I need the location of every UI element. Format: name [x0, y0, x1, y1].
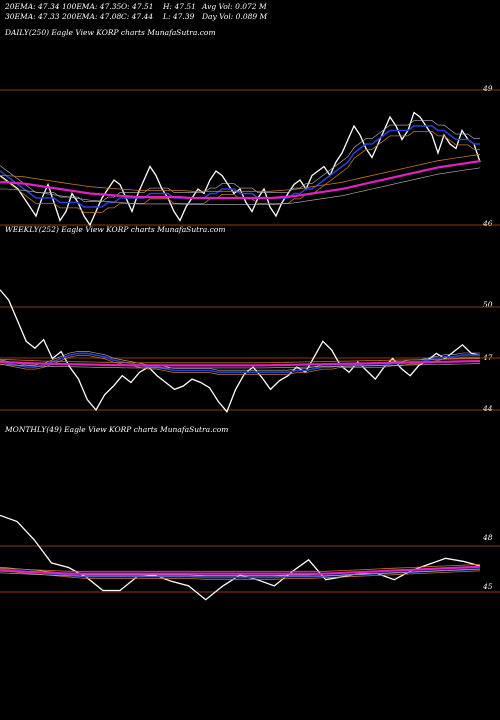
monthly-price-line [0, 514, 481, 601]
header-ema30: 30EMA: 47.33 [5, 12, 60, 21]
header-close: C: 47.44 [121, 12, 154, 21]
monthly-ema-pink-line [0, 565, 481, 575]
header-ema100: 100EMA: 47.35 [62, 2, 122, 11]
header-ema200: 200EMA: 47.08 [62, 12, 122, 21]
header-avg-vol: Avg Vol: 0.072 M [202, 2, 267, 11]
daily-panel-title: DAILY(250) Eagle View KORP charts Munafa… [5, 28, 216, 37]
weekly-ema-blue-companion-line [0, 354, 480, 375]
daily-ema-fast-companion-line [0, 130, 480, 213]
daily-ema-slow-companion-line-2 [0, 167, 481, 205]
weekly-ytick-44: 44 [483, 404, 493, 413]
weekly-ema-pink-companion-line [0, 358, 481, 364]
monthly-ytick-48: 48 [483, 533, 493, 542]
weekly-ytick-50: 50 [483, 300, 493, 309]
weekly-ema-pink-line [0, 360, 481, 367]
monthly-panel-title: MONTHLY(49) Eagle View KORP charts Munaf… [5, 425, 229, 434]
daily-ema-slow-line [0, 160, 481, 200]
weekly-ema-pink-companion-line-2 [0, 363, 481, 369]
daily-ema-slow-companion-line [0, 153, 481, 192]
header-high: H: 47.51 [163, 2, 196, 11]
monthly-ema-pink-companion-line-2 [0, 568, 481, 577]
monthly-ema-blue-companion-line [0, 570, 481, 580]
daily-ytick-49: 49 [483, 84, 493, 93]
weekly-price-line [0, 289, 481, 413]
weekly-panel-title: WEEKLY(252) Eagle View KORP charts Munaf… [5, 225, 226, 234]
header-open: O: 47.51 [121, 2, 154, 11]
monthly-ytick-45: 45 [483, 582, 493, 591]
header-ema20: 20EMA: 47.34 [5, 2, 60, 11]
daily-ema-fast-line [0, 125, 480, 208]
header-low: L: 47.39 [163, 12, 195, 21]
monthly-ema-pink-companion-line [0, 564, 481, 572]
daily-ytick-46: 46 [483, 219, 493, 228]
daily-price-line [0, 111, 481, 227]
header-day-vol: Day Vol: 0.089 M [202, 12, 268, 21]
